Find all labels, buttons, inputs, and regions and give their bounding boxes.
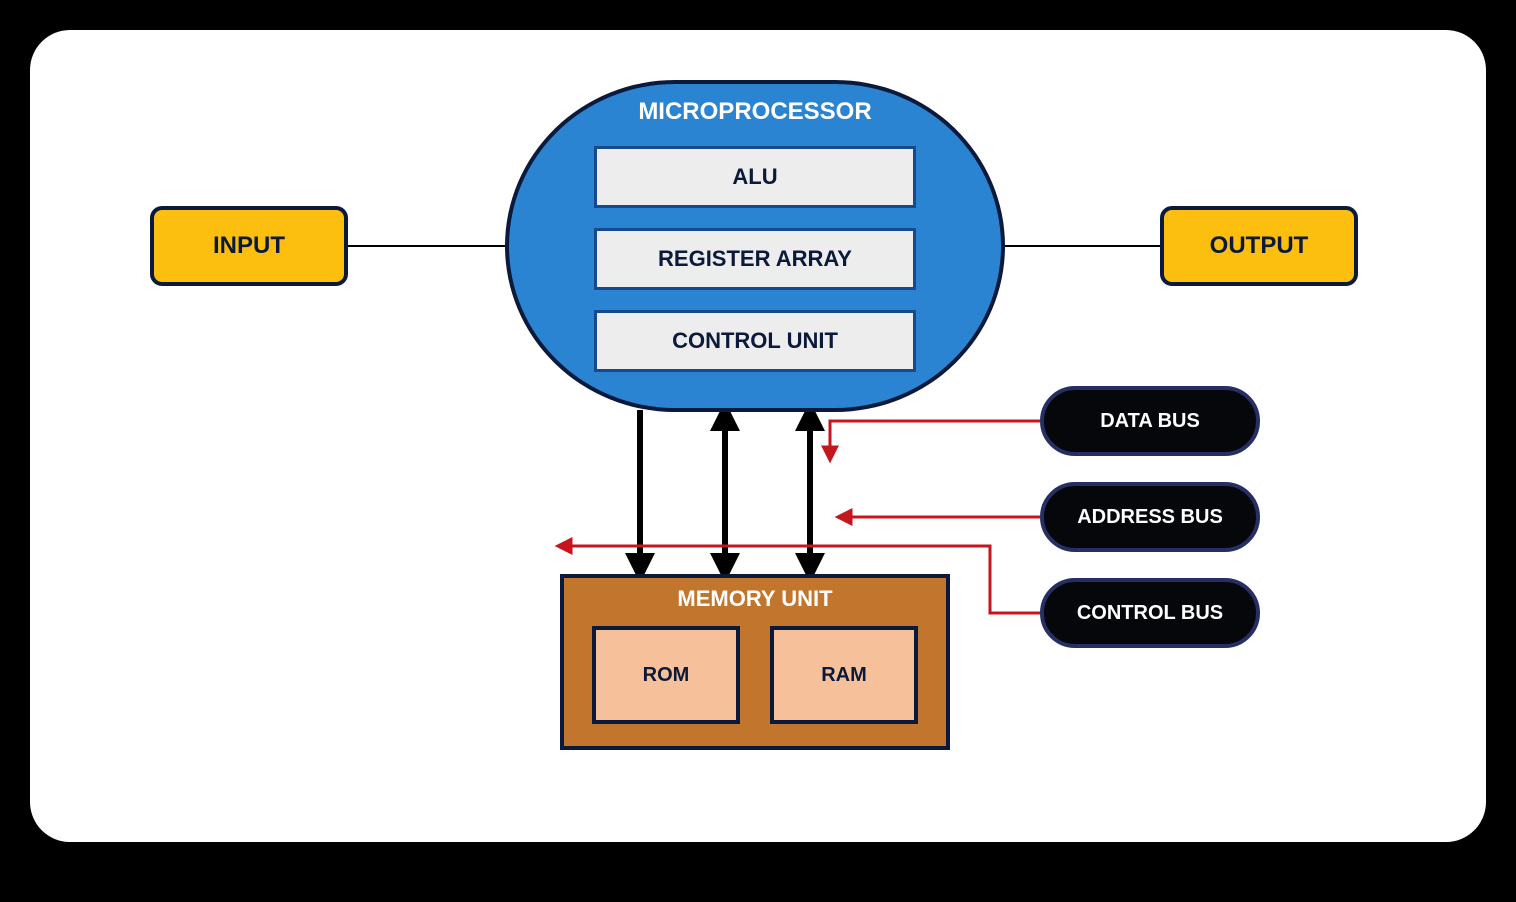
- edge-data-bus: [830, 421, 1040, 458]
- address-bus-label: ADDRESS BUS: [1077, 506, 1223, 528]
- diagram-canvas: INPUT OUTPUT MICROPROCESSOR ALU REGISTER…: [30, 30, 1486, 842]
- data-bus-label: DATA BUS: [1100, 410, 1200, 432]
- node-address-bus: ADDRESS BUS: [1040, 482, 1260, 552]
- node-input-label: INPUT: [213, 232, 285, 260]
- node-input: INPUT: [150, 206, 348, 286]
- ram-label: RAM: [821, 664, 867, 687]
- memory-unit-title: MEMORY UNIT: [677, 586, 832, 612]
- node-microprocessor: MICROPROCESSOR ALU REGISTER ARRAY CONTRO…: [505, 80, 1005, 412]
- node-register-array: REGISTER ARRAY: [594, 228, 916, 290]
- node-rom: ROM: [592, 626, 740, 724]
- node-alu: ALU: [594, 146, 916, 208]
- control-bus-label: CONTROL BUS: [1077, 602, 1223, 624]
- node-data-bus: DATA BUS: [1040, 386, 1260, 456]
- node-control-unit: CONTROL UNIT: [594, 310, 916, 372]
- rom-label: ROM: [643, 664, 690, 687]
- node-ram: RAM: [770, 626, 918, 724]
- node-control-bus: CONTROL BUS: [1040, 578, 1260, 648]
- node-memory-unit: MEMORY UNIT ROM RAM: [560, 574, 950, 750]
- node-output: OUTPUT: [1160, 206, 1358, 286]
- node-output-label: OUTPUT: [1210, 232, 1309, 260]
- alu-label: ALU: [732, 164, 777, 190]
- register-array-label: REGISTER ARRAY: [658, 246, 852, 272]
- microprocessor-title: MICROPROCESSOR: [638, 98, 871, 126]
- memory-row: ROM RAM: [592, 626, 918, 724]
- control-unit-label: CONTROL UNIT: [672, 328, 838, 354]
